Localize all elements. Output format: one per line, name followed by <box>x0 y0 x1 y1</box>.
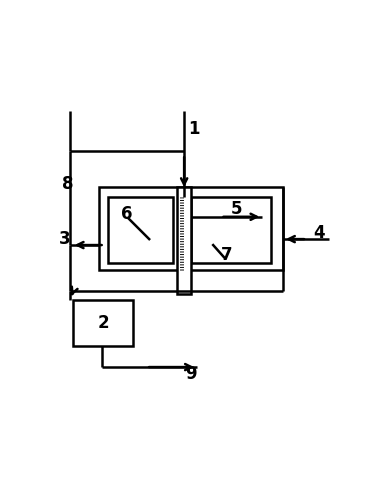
Text: 4: 4 <box>313 224 324 242</box>
Bar <box>99 187 283 270</box>
Text: 5: 5 <box>231 200 243 218</box>
Text: 6: 6 <box>121 205 132 223</box>
Bar <box>177 187 191 294</box>
Text: 8: 8 <box>61 175 73 193</box>
Bar <box>191 198 271 263</box>
Text: 3: 3 <box>58 230 70 248</box>
Text: 9: 9 <box>185 365 197 383</box>
Bar <box>73 300 133 346</box>
Bar <box>108 198 173 263</box>
Text: 7: 7 <box>221 246 232 264</box>
Text: 1: 1 <box>188 120 200 138</box>
Text: 2: 2 <box>97 314 109 332</box>
